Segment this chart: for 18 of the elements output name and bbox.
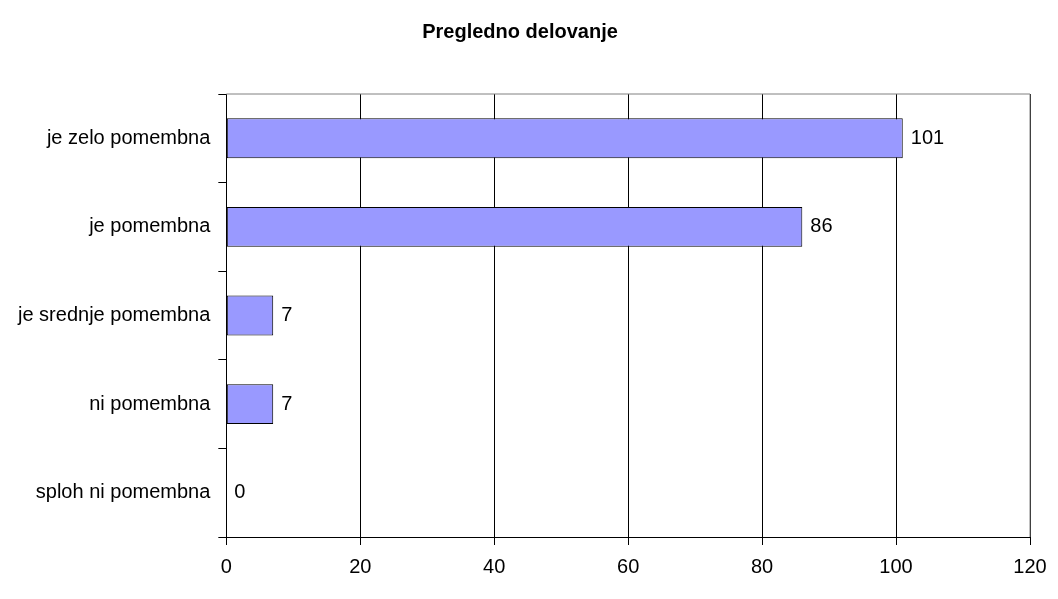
x-tick-label: 40 [483,554,506,577]
x-tick-label: 60 [617,554,640,577]
data-label: 7 [281,391,293,414]
x-tick-label: 80 [750,554,774,577]
chart-title: Pregledno delovanje [422,19,618,42]
data-label: 0 [234,480,246,503]
x-tick-label: 0 [220,554,232,577]
y-tick-label: je zelo pomembna [45,125,212,148]
y-tick-label: je srednje pomembna [16,303,212,326]
x-tick-label: 120 [1013,554,1047,577]
x-tick-label: 100 [879,554,913,577]
data-label: 7 [281,303,293,326]
y-tick-label: je pomembna [88,214,212,237]
data-label: 86 [810,214,833,237]
y-tick-label: sploh ni pomembna [35,480,212,503]
x-tick-label: 20 [349,554,372,577]
y-tick-label: ni pomembna [89,391,212,414]
data-label: 101 [910,125,945,148]
